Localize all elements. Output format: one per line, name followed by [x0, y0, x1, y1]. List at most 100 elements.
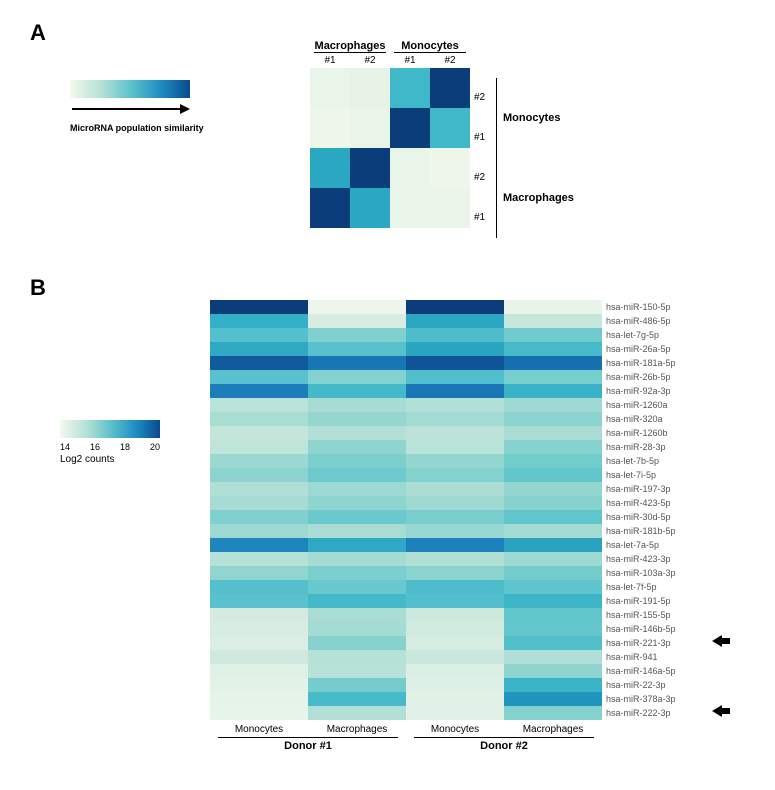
heatmap-row-label: hsa-miR-1260b — [606, 426, 676, 440]
legend-b-tick-0: 14 — [60, 442, 70, 452]
sim-cell — [350, 108, 390, 148]
heatmap-row — [210, 342, 602, 356]
heatmap-cell — [406, 608, 504, 622]
heatmap-row — [210, 566, 602, 580]
heatmap-row-label: hsa-miR-146b-5p — [606, 622, 676, 636]
heatmap-row-label: hsa-miR-378a-3p — [606, 692, 676, 706]
heatmap-cell — [210, 566, 308, 580]
heatmap-cell — [210, 454, 308, 468]
heatmap-cell — [406, 706, 504, 720]
heatmap-row — [210, 398, 602, 412]
heatmap-cell — [308, 524, 406, 538]
heatmap-cell — [406, 650, 504, 664]
heatmap-row-labels: hsa-miR-150-5phsa-miR-486-5phsa-let-7g-5… — [606, 300, 676, 720]
heatmap-row-label: hsa-miR-103a-3p — [606, 566, 676, 580]
heatmap-cell — [308, 650, 406, 664]
heatmap-row — [210, 328, 602, 342]
heatmap-cell — [406, 566, 504, 580]
sim-cell — [390, 108, 430, 148]
heatmap-cell — [504, 678, 602, 692]
heatmap-row — [210, 370, 602, 384]
heatmap-cell — [504, 328, 602, 342]
heatmap-cell — [210, 524, 308, 538]
heatmap-cell — [504, 468, 602, 482]
heatmap-cell — [504, 594, 602, 608]
sim-row-group-1: Macrophages — [496, 158, 574, 238]
heatmap-cell — [406, 468, 504, 482]
heatmap-cell — [308, 510, 406, 524]
sim-cell — [310, 68, 350, 108]
heatmap-cell — [308, 566, 406, 580]
heatmap-cell — [308, 538, 406, 552]
sim-cell — [390, 148, 430, 188]
heatmap-cell — [406, 510, 504, 524]
heatmap-row-label: hsa-miR-221-3p — [606, 636, 676, 650]
sim-row-sub-labels: #2 #1 #2 #1 — [474, 78, 485, 238]
heatmap-cell — [504, 580, 602, 594]
legend-b-tick-2: 18 — [120, 442, 130, 452]
heatmap-row-label: hsa-miR-486-5p — [606, 314, 676, 328]
heatmap-cell — [406, 328, 504, 342]
heatmap-row — [210, 594, 602, 608]
legend-a-caption: MicroRNA population similarity — [70, 123, 210, 133]
heatmap-col-labels: Monocytes Macrophages Monocytes Macropha… — [210, 724, 602, 735]
heatmap-cell — [210, 608, 308, 622]
heatmap-cell — [406, 314, 504, 328]
legend-a-gradient — [70, 80, 190, 98]
heatmap-row-label: hsa-miR-28-3p — [606, 440, 676, 454]
heatmap-cell — [504, 566, 602, 580]
sim-col-group-0: Macrophages — [310, 40, 390, 52]
sim-col-sub-0: #1 — [310, 55, 350, 66]
heatmap-cell — [308, 412, 406, 426]
heatmap-row — [210, 524, 602, 538]
heatmap-cell — [210, 342, 308, 356]
heatmap-cell — [504, 384, 602, 398]
heatmap-cell — [406, 398, 504, 412]
heatmap-cell — [504, 622, 602, 636]
heatmap-row-label: hsa-miR-181a-5p — [606, 356, 676, 370]
heatmap-row-label: hsa-miR-92a-3p — [606, 384, 676, 398]
heatmap-row-label: hsa-miR-320a — [606, 412, 676, 426]
heatmap-row-label: hsa-miR-941 — [606, 650, 676, 664]
heatmap-row — [210, 454, 602, 468]
sim-row-sub-3: #1 — [474, 198, 485, 238]
heatmap-row — [210, 356, 602, 370]
heatmap-cell — [406, 384, 504, 398]
sim-row-group-0: Monocytes — [496, 78, 574, 158]
heatmap-cell — [210, 510, 308, 524]
heatmap-row — [210, 608, 602, 622]
heatmap-cell — [308, 692, 406, 706]
heatmap-cell — [308, 314, 406, 328]
heatmap-cell — [308, 594, 406, 608]
sim-row-group-labels: Monocytes Macrophages — [496, 78, 574, 238]
sim-grid — [310, 68, 470, 228]
figure: A MicroRNA population similarity Macroph… — [20, 20, 755, 770]
donor-label-0: Donor #1 — [210, 740, 406, 752]
donor-label-1: Donor #2 — [406, 740, 602, 752]
heatmap-cell — [406, 496, 504, 510]
heatmap-cell — [210, 468, 308, 482]
heatmap-row-label: hsa-miR-181b-5p — [606, 524, 676, 538]
heatmap-cell — [210, 482, 308, 496]
heatmap-cell — [504, 692, 602, 706]
donor-underlines — [210, 735, 602, 738]
heatmap-cell — [504, 538, 602, 552]
sim-cell — [430, 68, 470, 108]
legend-a-arrow-icon — [70, 102, 190, 116]
heatmap-cell — [210, 496, 308, 510]
heatmap-row — [210, 412, 602, 426]
heatmap-cell — [406, 636, 504, 650]
sim-cell — [390, 68, 430, 108]
heatmap-row — [210, 440, 602, 454]
heatmap-cell — [504, 496, 602, 510]
heatmap-cell — [406, 440, 504, 454]
heatmap-cell — [308, 468, 406, 482]
heatmap-row-label: hsa-let-7i-5p — [606, 468, 676, 482]
heatmap-cell — [210, 552, 308, 566]
heatmap-cell — [406, 426, 504, 440]
heatmap-cell — [210, 622, 308, 636]
heatmap-cell — [504, 314, 602, 328]
col-label-0: Monocytes — [210, 724, 308, 735]
heatmap-cell — [308, 706, 406, 720]
heatmap-cell — [210, 328, 308, 342]
